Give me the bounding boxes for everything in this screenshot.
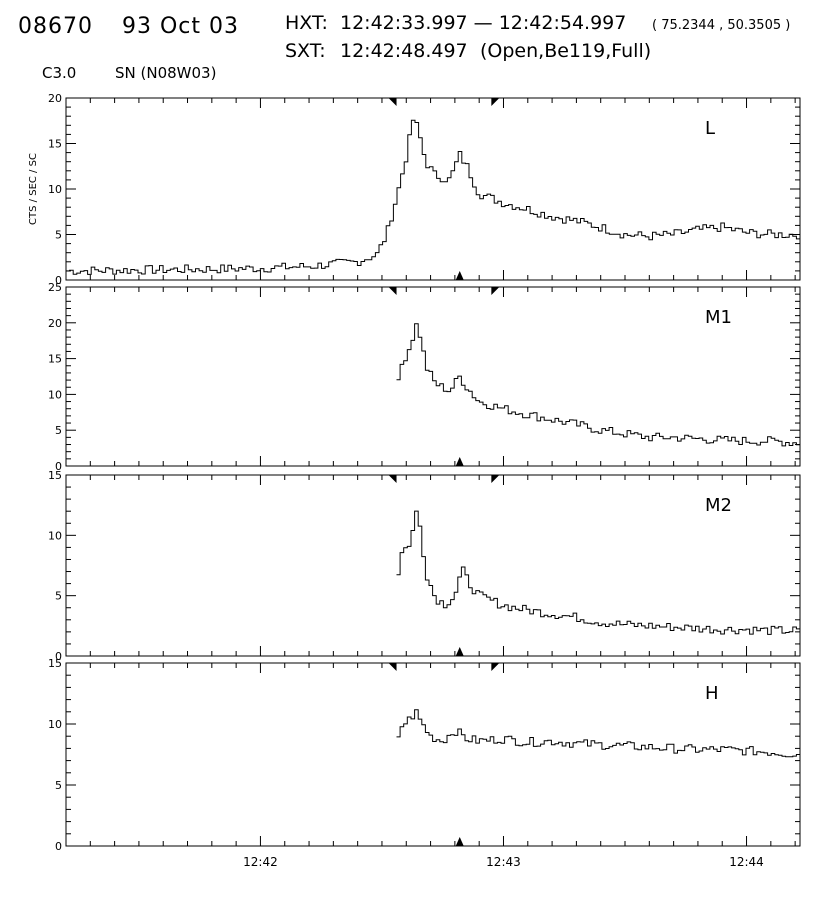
y-tick-label: 5 [55, 229, 62, 242]
y-tick-label: 0 [55, 274, 62, 287]
y-tick-label: 0 [55, 650, 62, 663]
panel-frame [65, 474, 801, 657]
y-tick-label: 5 [55, 590, 62, 603]
time-marker [388, 287, 397, 295]
light-curve-m1 [396, 323, 800, 447]
x-tick-label: 12:42 [243, 855, 278, 869]
event-date: 93 Oct 03 [122, 14, 240, 39]
y-tick-label: 15 [48, 657, 62, 670]
sxt-info: (Open,Be119,Full) [480, 40, 652, 62]
y-tick-label: 10 [48, 388, 62, 401]
y-tick-label: 10 [48, 718, 62, 731]
channel-label: M2 [705, 495, 732, 516]
sxt-marker [455, 457, 464, 466]
y-tick-label: 10 [48, 183, 62, 196]
time-marker [491, 663, 500, 671]
channel-label: H [705, 683, 719, 704]
x-tick-label: 12:43 [486, 855, 521, 869]
x-tick-label: 12:44 [729, 855, 764, 869]
goes-class: C3.0 [42, 64, 77, 82]
light-curve-l [66, 119, 800, 275]
y-tick-label: 0 [55, 840, 62, 853]
y-tick-label: 25 [48, 281, 62, 294]
hxt-label: HXT: [285, 12, 328, 34]
y-tick-label: 20 [48, 92, 62, 105]
sxt-marker [455, 647, 464, 656]
hxt-time-range: 12:42:33.997 — 12:42:54.997 [340, 12, 627, 34]
light-curve-h [396, 709, 800, 758]
position-coords: ( 75.2344 , 50.3505 ) [652, 18, 791, 33]
panel-frame [65, 97, 801, 281]
time-marker [491, 475, 500, 483]
channel-label: M1 [705, 307, 732, 328]
sxt-time: 12:42:48.497 [340, 40, 468, 62]
time-marker [388, 475, 397, 483]
time-marker [388, 663, 397, 671]
y-tick-label: 15 [48, 469, 62, 482]
panel-frame [65, 662, 801, 847]
y-tick-label: 5 [55, 424, 62, 437]
sxt-label: SXT: [285, 40, 326, 62]
light-curve-m2 [396, 510, 800, 635]
time-marker [388, 98, 397, 106]
panel-frame [65, 286, 801, 467]
channel-label: L [705, 118, 715, 139]
sxt-marker [455, 271, 464, 280]
y-tick-label: 15 [48, 353, 62, 366]
y-tick-label: 10 [48, 529, 62, 542]
y-tick-label: 5 [55, 779, 62, 792]
time-marker [491, 287, 500, 295]
time-marker [491, 98, 500, 106]
y-tick-label: 0 [55, 460, 62, 473]
y-axis-label: CTS / SEC / SC [28, 153, 39, 225]
sxt-marker [455, 837, 464, 846]
flare-location: SN (N08W03) [115, 64, 217, 82]
event-id: 08670 [18, 14, 93, 39]
y-tick-label: 15 [48, 138, 62, 151]
y-tick-label: 20 [48, 317, 62, 330]
